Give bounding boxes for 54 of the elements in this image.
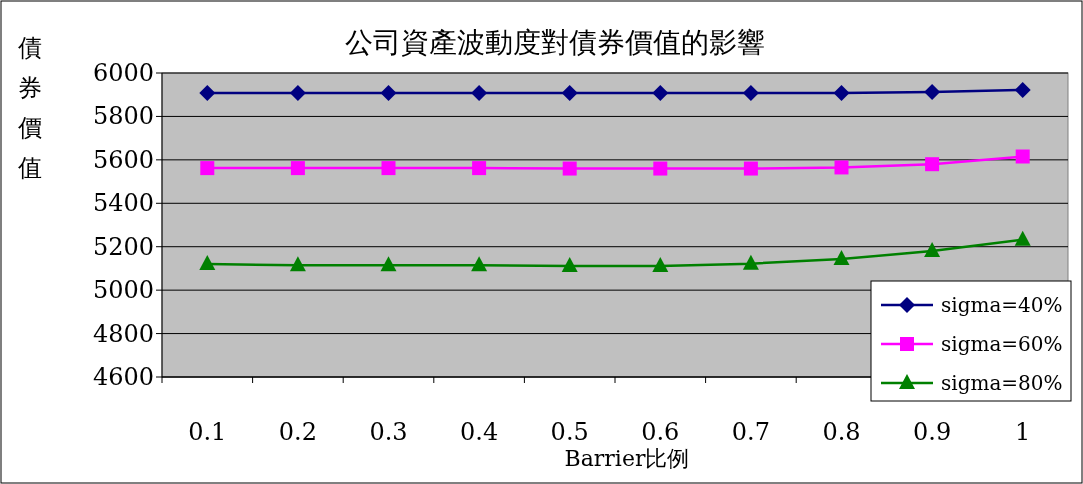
point: [742, 84, 759, 101]
point: [290, 161, 305, 176]
y-tick-label: 5600: [92, 145, 154, 174]
point: [199, 255, 216, 271]
point: [924, 242, 941, 258]
y-tick-label: 5000: [92, 276, 154, 305]
x-tick-label: 0.6: [641, 418, 680, 446]
point: [1014, 81, 1031, 98]
point: [742, 254, 759, 270]
point: [833, 250, 850, 266]
chart-title: 公司資產波動度對債券價值的影響: [345, 26, 765, 59]
point: [833, 84, 850, 101]
point: [471, 84, 488, 101]
point: [652, 257, 669, 273]
x-tick-label: 0.7: [731, 418, 770, 446]
point: [652, 84, 669, 101]
y-tick-label: 4600: [92, 363, 154, 391]
x-tick-label: 0.5: [550, 418, 589, 446]
point: [289, 256, 306, 272]
y-tick-label: 4800: [92, 319, 154, 348]
point: [472, 161, 487, 176]
y-tick-label: 5800: [92, 102, 154, 131]
legend-label: sigma=80%: [941, 371, 1063, 395]
x-tick-label: 0.2: [278, 418, 317, 446]
point: [380, 256, 397, 272]
point: [471, 256, 488, 272]
point: [834, 160, 849, 175]
y-tick-label: 6000: [92, 59, 154, 87]
point: [743, 161, 758, 176]
point: [200, 161, 215, 176]
x-tick-label: 0.4: [460, 418, 499, 446]
point: [1014, 230, 1031, 246]
x-tick-label: 0.1: [188, 418, 227, 446]
point: [289, 84, 306, 101]
x-tick-label: 0.8: [822, 418, 861, 446]
y-tick-label: 5400: [92, 189, 154, 218]
x-tick-label: 1: [1015, 418, 1031, 446]
x-axis-title: Barrier比例: [564, 446, 690, 471]
point: [381, 161, 396, 176]
point: [924, 84, 941, 101]
point: [561, 257, 578, 273]
x-tick-label: 0.3: [369, 418, 408, 446]
point: [561, 84, 578, 101]
y-tick-label: 5200: [92, 232, 154, 261]
legend-label: sigma=40%: [941, 293, 1063, 317]
point: [562, 161, 577, 176]
point: [925, 157, 940, 172]
y-axis-title: 債券價值: [18, 34, 42, 182]
point: [380, 84, 397, 101]
point: [199, 84, 216, 101]
legend-label: sigma=60%: [941, 332, 1063, 356]
point: [1015, 149, 1030, 164]
x-tick-label: 0.9: [913, 418, 952, 446]
point: [653, 161, 668, 176]
